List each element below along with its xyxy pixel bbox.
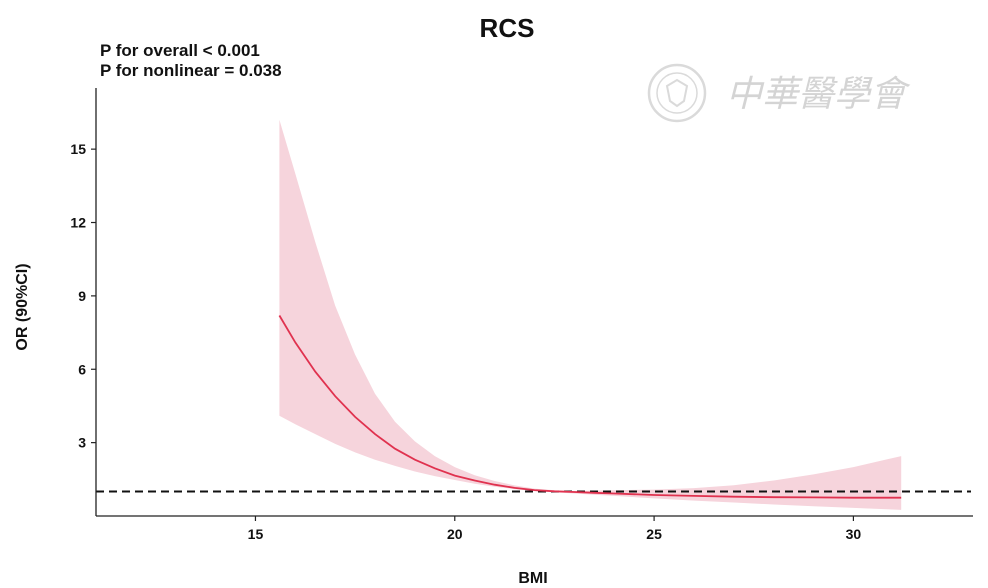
- p-overall-annotation: P for overall < 0.001: [100, 41, 260, 60]
- y-tick-label: 15: [70, 141, 86, 157]
- y-tick-label: 9: [78, 288, 86, 304]
- p-nonlinear-annotation: P for nonlinear = 0.038: [100, 61, 282, 80]
- confidence-band: [279, 119, 902, 510]
- y-tick-label: 6: [78, 361, 86, 377]
- chart-title: RCS: [480, 13, 535, 43]
- x-tick-label: 25: [646, 526, 662, 542]
- plot-area: 3 6 9 12 15 15 20 25 30: [70, 88, 973, 542]
- y-tick-label: 12: [70, 215, 86, 231]
- x-tick-label: 30: [846, 526, 862, 542]
- watermark: 中華醫學會: [647, 63, 911, 123]
- x-tick-label: 15: [248, 526, 264, 542]
- or-estimate-line: [278, 315, 902, 499]
- x-tick-label: 20: [447, 526, 463, 542]
- y-tick-label: 3: [78, 435, 86, 451]
- x-axis-title: BMI: [518, 570, 547, 587]
- watermark-text: 中華醫學會: [726, 74, 911, 115]
- medical-association-seal-icon: [647, 63, 707, 123]
- y-axis-title: OR (90%CI): [14, 263, 31, 350]
